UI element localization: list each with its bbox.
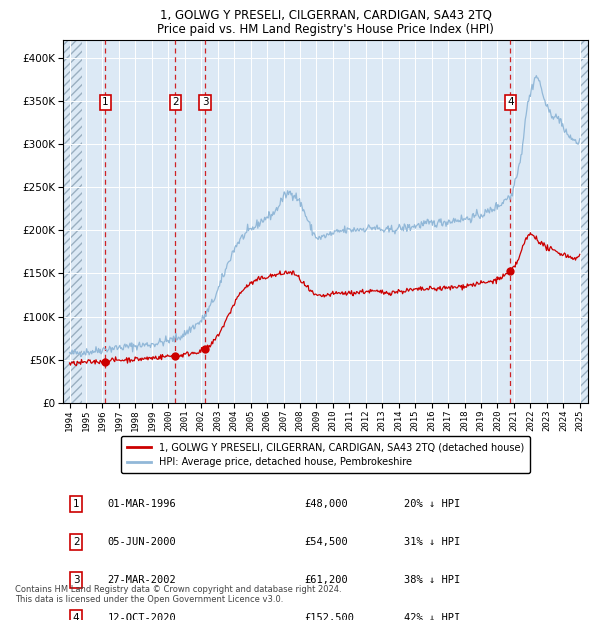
Text: 4: 4 — [507, 97, 514, 107]
Bar — [580, 40, 588, 403]
Legend: 1, GOLWG Y PRESELI, CILGERRAN, CARDIGAN, SA43 2TQ (detached house), HPI: Average: 1, GOLWG Y PRESELI, CILGERRAN, CARDIGAN,… — [121, 436, 530, 473]
Text: 3: 3 — [202, 97, 208, 107]
Text: 31% ↓ HPI: 31% ↓ HPI — [404, 537, 461, 547]
Title: 1, GOLWG Y PRESELI, CILGERRAN, CARDIGAN, SA43 2TQ
Price paid vs. HM Land Registr: 1, GOLWG Y PRESELI, CILGERRAN, CARDIGAN,… — [157, 8, 494, 37]
Text: £54,500: £54,500 — [305, 537, 348, 547]
Text: 01-MAR-1996: 01-MAR-1996 — [107, 499, 176, 509]
Text: 12-OCT-2020: 12-OCT-2020 — [107, 613, 176, 620]
Text: 38% ↓ HPI: 38% ↓ HPI — [404, 575, 461, 585]
Text: 2: 2 — [172, 97, 179, 107]
Text: 05-JUN-2000: 05-JUN-2000 — [107, 537, 176, 547]
Text: 1: 1 — [102, 97, 109, 107]
Text: £48,000: £48,000 — [305, 499, 348, 509]
Text: Contains HM Land Registry data © Crown copyright and database right 2024.
This d: Contains HM Land Registry data © Crown c… — [15, 585, 341, 604]
Text: 20% ↓ HPI: 20% ↓ HPI — [404, 499, 461, 509]
Text: 3: 3 — [73, 575, 79, 585]
Text: 42% ↓ HPI: 42% ↓ HPI — [404, 613, 461, 620]
Text: 27-MAR-2002: 27-MAR-2002 — [107, 575, 176, 585]
Text: 1: 1 — [73, 499, 79, 509]
Bar — [63, 40, 82, 403]
Text: £152,500: £152,500 — [305, 613, 355, 620]
Text: 4: 4 — [73, 613, 79, 620]
Text: 2: 2 — [73, 537, 79, 547]
Text: £61,200: £61,200 — [305, 575, 348, 585]
